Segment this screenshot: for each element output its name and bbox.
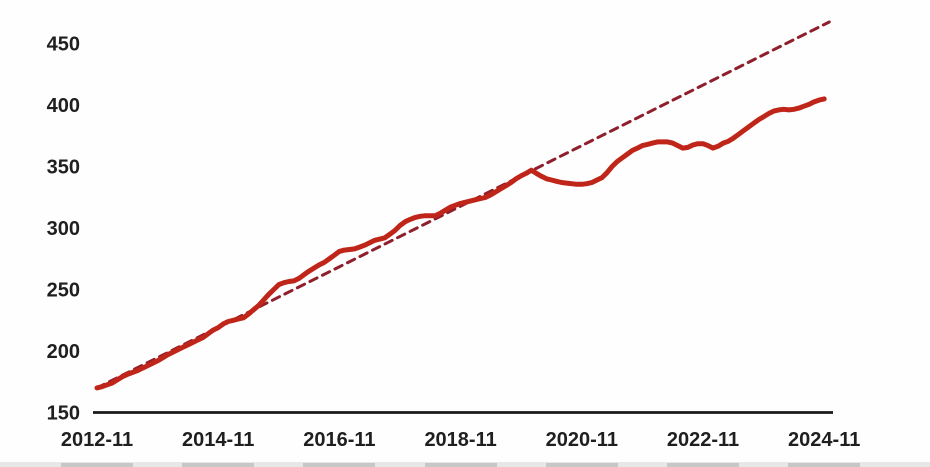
x-tick-label: 2018-11: [424, 429, 496, 451]
x-tick-label: 2024-11: [788, 429, 860, 451]
y-tick-label: 400: [47, 95, 80, 117]
y-tick-label: 350: [47, 157, 80, 179]
x-axis-tick-labels: 2012-11 2014-11 2016-11 2018-11 2020-11 2022-…: [61, 429, 860, 451]
y-tick-label: 250: [47, 280, 80, 302]
y-axis-tick-labels: 150 200 250 300 350 400 450: [47, 34, 80, 425]
bottom-strip-segment: [424, 463, 497, 467]
x-tick-label: 2016-11: [303, 429, 375, 451]
y-tick-label: 450: [47, 34, 80, 56]
x-tick-label: 2012-11: [61, 429, 133, 451]
y-tick-label: 300: [47, 218, 80, 240]
x-tick-label: 2022-11: [667, 429, 739, 451]
y-tick-label: 200: [47, 341, 80, 363]
bottom-strip-segment: [303, 463, 376, 467]
x-tick-label: 2014-11: [182, 429, 254, 451]
bottom-strip-segment: [667, 463, 739, 467]
bottom-strip-segment: [788, 463, 861, 467]
bottom-strip-segment: [182, 463, 255, 467]
y-tick-label: 150: [47, 403, 80, 425]
page-bottom-strip: [0, 462, 930, 467]
chart-series: [94, 20, 831, 391]
x-tick-label: 2020-11: [546, 429, 618, 451]
bottom-strip-segment: [61, 463, 133, 467]
bottom-strip-segment: [545, 463, 618, 467]
actual-series-line: [94, 96, 827, 391]
